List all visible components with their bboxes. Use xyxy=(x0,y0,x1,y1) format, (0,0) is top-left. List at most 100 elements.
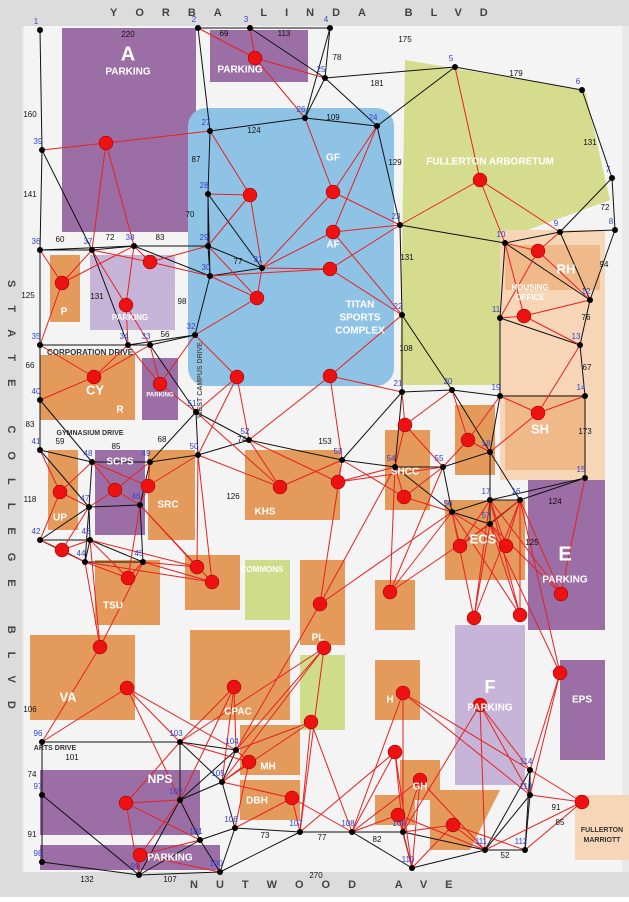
place-label: A xyxy=(121,43,135,65)
node-id: 39 xyxy=(34,137,43,146)
place-label: H xyxy=(386,695,393,706)
street-label: NUTWOOD AVE xyxy=(190,879,471,891)
edge xyxy=(199,827,236,841)
node-id: 101 xyxy=(189,827,203,836)
edge-weight: 124 xyxy=(548,497,562,506)
edge xyxy=(209,267,263,277)
place-label: DBH xyxy=(246,796,268,807)
edge xyxy=(581,89,613,179)
node xyxy=(140,559,146,565)
edge xyxy=(451,499,491,513)
place-label: SCPS xyxy=(106,457,134,468)
hub xyxy=(553,586,569,602)
node-id: 100 xyxy=(209,859,223,868)
node xyxy=(527,767,533,773)
south-street xyxy=(0,872,629,897)
hub-link xyxy=(351,814,399,833)
eps xyxy=(560,660,605,760)
place-label: MH xyxy=(260,762,276,773)
hub-link xyxy=(329,224,401,270)
edge xyxy=(199,839,221,873)
hub-link xyxy=(332,125,378,233)
node-id: 7 xyxy=(606,165,611,174)
node-id: 32 xyxy=(187,322,196,331)
edge-weight: 101 xyxy=(65,753,79,762)
edge xyxy=(324,66,456,79)
hub-link xyxy=(127,344,161,385)
edge-weight: 173 xyxy=(578,427,592,436)
node xyxy=(399,312,405,318)
hub-link xyxy=(194,297,258,336)
hub xyxy=(460,432,476,448)
hub xyxy=(226,679,242,695)
hub-link xyxy=(149,245,209,263)
node xyxy=(452,64,458,70)
edge-weight: 73 xyxy=(261,831,270,840)
edge xyxy=(399,224,403,316)
hub-link xyxy=(394,751,413,869)
edge xyxy=(207,193,211,277)
edge-weight: 77 xyxy=(318,833,327,842)
node xyxy=(37,397,43,403)
edge xyxy=(89,539,144,563)
node xyxy=(39,739,45,745)
hub xyxy=(107,482,123,498)
edge xyxy=(88,504,141,508)
edge-weight: 129 xyxy=(388,158,402,167)
hub xyxy=(229,369,245,385)
edge xyxy=(451,389,501,397)
node-id: 57 xyxy=(482,511,491,520)
edge xyxy=(341,391,403,461)
edge xyxy=(88,506,91,541)
edge xyxy=(519,477,586,501)
place-label: FULLERTON ARBORETUM xyxy=(426,157,554,168)
hub-link xyxy=(299,721,312,833)
node xyxy=(502,240,508,246)
edge xyxy=(138,839,201,876)
hub xyxy=(132,847,148,863)
edge-weight: 67 xyxy=(583,363,592,372)
hub-link xyxy=(299,751,396,833)
edge xyxy=(489,451,521,501)
hub-link xyxy=(411,824,454,869)
node-id: 108 xyxy=(341,819,355,828)
edge-weight: 77 xyxy=(234,257,243,266)
node-id: 114 xyxy=(520,757,533,766)
hub-link xyxy=(125,245,135,306)
node xyxy=(440,464,446,470)
node-id: 105 xyxy=(211,769,225,778)
edge-weight: 72 xyxy=(601,203,610,212)
hub-link xyxy=(93,344,129,378)
edge-weight: 113 xyxy=(278,29,291,38)
node xyxy=(577,342,583,348)
hub-link xyxy=(504,242,525,317)
edge xyxy=(39,149,43,251)
hub xyxy=(241,754,257,770)
edge xyxy=(179,799,201,841)
hub-link xyxy=(39,491,61,541)
edge xyxy=(504,242,591,301)
edge xyxy=(351,831,413,869)
node xyxy=(449,509,455,515)
edge-weight: 107 xyxy=(163,875,177,884)
hub-link xyxy=(91,461,149,487)
hub-link xyxy=(234,761,250,829)
edge xyxy=(197,439,250,456)
hub-link xyxy=(451,389,469,441)
hub-link xyxy=(451,511,521,616)
hub-link xyxy=(560,477,586,595)
node xyxy=(89,247,95,253)
node xyxy=(136,872,142,878)
node-id: 55 xyxy=(435,454,444,463)
edge xyxy=(138,871,221,876)
edge xyxy=(324,27,331,79)
hub xyxy=(412,772,428,788)
edge xyxy=(209,117,306,132)
node-id: 30 xyxy=(202,263,211,272)
edge xyxy=(39,506,90,541)
hub-link xyxy=(537,250,591,301)
hub-link xyxy=(329,375,343,461)
node xyxy=(177,797,183,803)
edge-weight: 98 xyxy=(178,297,187,306)
